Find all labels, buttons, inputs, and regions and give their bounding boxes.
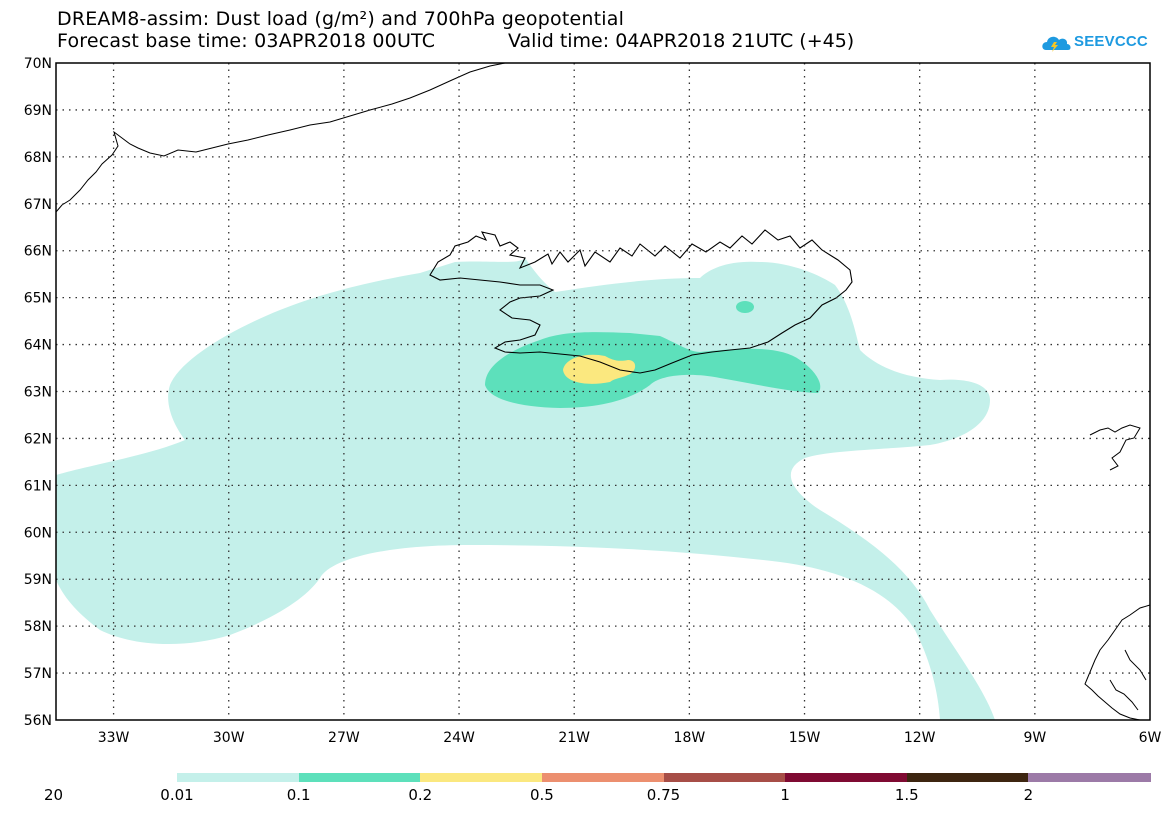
legend-swatch [906,773,1029,782]
logo-text: SEEVCCC [1074,33,1148,50]
latitude-label: 68N [24,150,52,166]
latitude-label: 59N [24,572,52,588]
legend-swatch [541,773,664,782]
latitude-label: 58N [24,619,52,635]
legend-label: 1.5 [894,786,919,804]
longitude-label: 9W [1023,730,1046,746]
latitude-label: 63N [24,385,52,401]
latitude-label: 61N [24,478,52,494]
latitude-label: 56N [24,713,52,729]
dust-load-map: 33W 30W 27W 24W 21W 18W 15W 12W 9W 6W 70N 69N 68N 67N… [24,56,1162,746]
legend-label: 0.1 [286,786,311,804]
legend-swatch [785,773,908,782]
map-frame [55,62,1151,721]
forecast-base-time: Forecast base time: 03APR2018 00UTC [57,30,436,52]
latitude-label: 57N [24,666,52,682]
dust-contour-0.1-island [736,301,754,313]
hebrides-coastline [1109,649,1147,711]
longitude-label: 24W [443,730,475,746]
wind-arrow-scale-label: 20 [44,786,64,804]
longitude-label: 12W [904,730,936,746]
legend-label: 0.5 [529,786,554,804]
latitude-label: 64N [24,338,52,354]
longitude-label: 27W [328,730,360,746]
valid-time: Valid time: 04APR2018 21UTC (+45) [508,30,855,52]
longitude-label: 33W [98,730,130,746]
greenland-coastline [55,62,506,213]
longitude-label: 6W [1139,730,1162,746]
legend-label: 0.01 [160,786,194,804]
legend-swatch [663,773,786,782]
latitude-label: 66N [24,244,52,260]
latitude-label: 67N [24,197,52,213]
legend-label: 1 [780,786,790,804]
cloud-logo-icon [1042,36,1071,52]
map-title: DREAM8-assim: Dust load (g/m²) and 700hP… [57,8,625,30]
latitude-label: 65N [24,291,52,307]
latitude-label: 69N [24,103,52,119]
legend-swatch [420,773,543,782]
dust-contour-0.2 [563,354,636,384]
scotland-coastline [1084,604,1151,721]
longitude-label: 30W [213,730,245,746]
faroe-islands-coastline [1089,424,1141,471]
legend-swatch [298,773,421,782]
latitude-label: 70N [24,56,52,72]
latitude-label: 62N [24,431,52,447]
legend-label: 0.2 [408,786,433,804]
latitude-label: 60N [24,525,52,541]
longitude-label: 18W [674,730,706,746]
legend-swatch [177,773,300,782]
legend-label: 2 [1023,786,1034,804]
longitude-label: 15W [789,730,821,746]
legend-swatch [1028,773,1151,782]
legend-label: 0.75 [646,786,681,804]
lat-lon-grid: 33W 30W 27W 24W 21W 18W 15W 12W 9W 6W 70N 69N 68N 67N… [24,56,1162,746]
dust-legend: 0.01 0.1 0.2 0.5 0.75 1 1.5 2 [0,760,1175,815]
iceland-coastline [429,229,853,374]
longitude-label: 21W [558,730,590,746]
